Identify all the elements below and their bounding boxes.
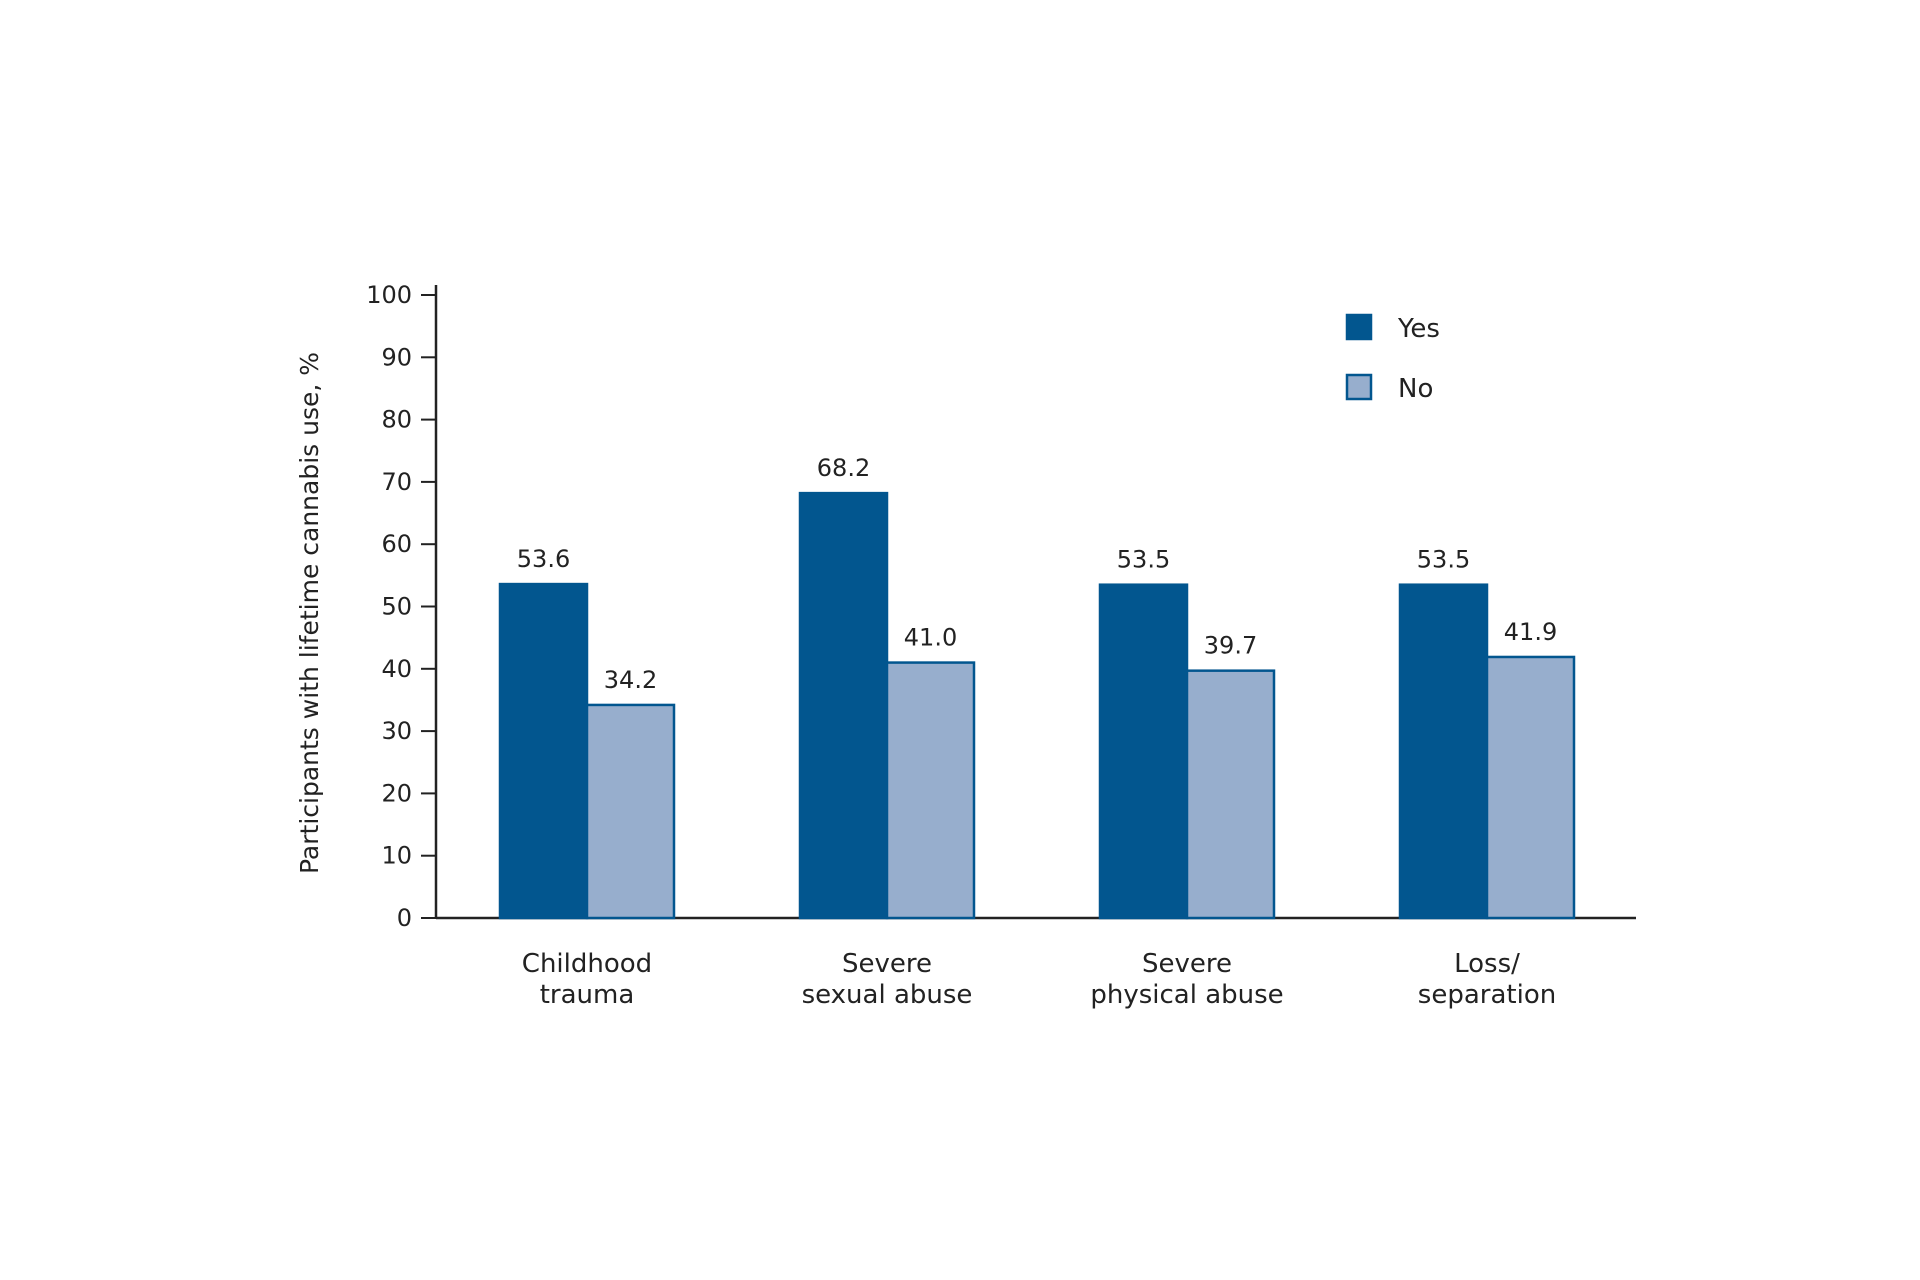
bar-no <box>1185 669 1276 920</box>
x-category-label: Severe physical abuse <box>1090 949 1283 1010</box>
legend-swatch-yes <box>1345 313 1373 341</box>
x-category-label-line: Loss/ <box>1454 949 1520 979</box>
data-label: 53.5 <box>1417 546 1470 574</box>
y-tick-label: 30 <box>381 717 412 745</box>
bar-yes <box>1398 583 1489 920</box>
data-label: 41.0 <box>904 624 957 652</box>
bars: 53.6 34.2 68.2 41.0 53.5 39.7 53.5 41.9 <box>498 454 1576 920</box>
x-category-label: Childhood trauma <box>522 949 652 1010</box>
x-category-label: Severe sexual abuse <box>802 949 973 1010</box>
y-axis-title: Participants with lifetime cannabis use,… <box>295 352 324 874</box>
legend-label-no: No <box>1398 374 1433 404</box>
axes: 0 10 20 30 40 50 60 70 80 90 100 Childhood trauma Sev… <box>366 281 1636 1010</box>
bar-yes <box>498 582 589 920</box>
y-tick-label: 80 <box>381 406 412 434</box>
bar-no <box>585 703 676 920</box>
legend-label-yes: Yes <box>1397 314 1440 344</box>
y-tick-label: 70 <box>381 468 412 496</box>
data-label: 68.2 <box>817 454 870 482</box>
y-tick-label: 40 <box>381 655 412 683</box>
x-category-label-line: Childhood <box>522 949 652 979</box>
y-tick-label: 90 <box>381 343 412 371</box>
data-label: 53.5 <box>1117 546 1170 574</box>
y-tick-label: 0 <box>397 904 412 932</box>
data-label: 34.2 <box>604 666 657 694</box>
x-category-label: Loss/separation <box>1418 949 1556 1010</box>
data-label: 41.9 <box>1504 618 1557 646</box>
x-category-label-line: Severe <box>842 949 932 979</box>
data-label: 53.6 <box>517 545 570 573</box>
y-tick-label: 20 <box>381 779 412 807</box>
x-category-label-line: sexual abuse <box>802 980 973 1010</box>
y-tick-label: 100 <box>366 281 412 309</box>
y-tick-label: 10 <box>381 842 412 870</box>
bar-no <box>1485 655 1576 920</box>
legend-swatch-no <box>1345 373 1373 401</box>
x-category-label-line: separation <box>1418 980 1556 1010</box>
bar-yes <box>1098 583 1189 920</box>
x-category-label-line: trauma <box>540 980 635 1010</box>
x-category-label-line: physical abuse <box>1090 980 1283 1010</box>
legend: Yes No <box>1345 313 1440 404</box>
bar-no <box>885 661 976 920</box>
x-category-label-line: Severe <box>1142 949 1232 979</box>
y-tick-label: 60 <box>381 530 412 558</box>
data-label: 39.7 <box>1204 632 1257 660</box>
bar-yes <box>798 491 889 920</box>
y-tick-label: 50 <box>381 593 412 621</box>
